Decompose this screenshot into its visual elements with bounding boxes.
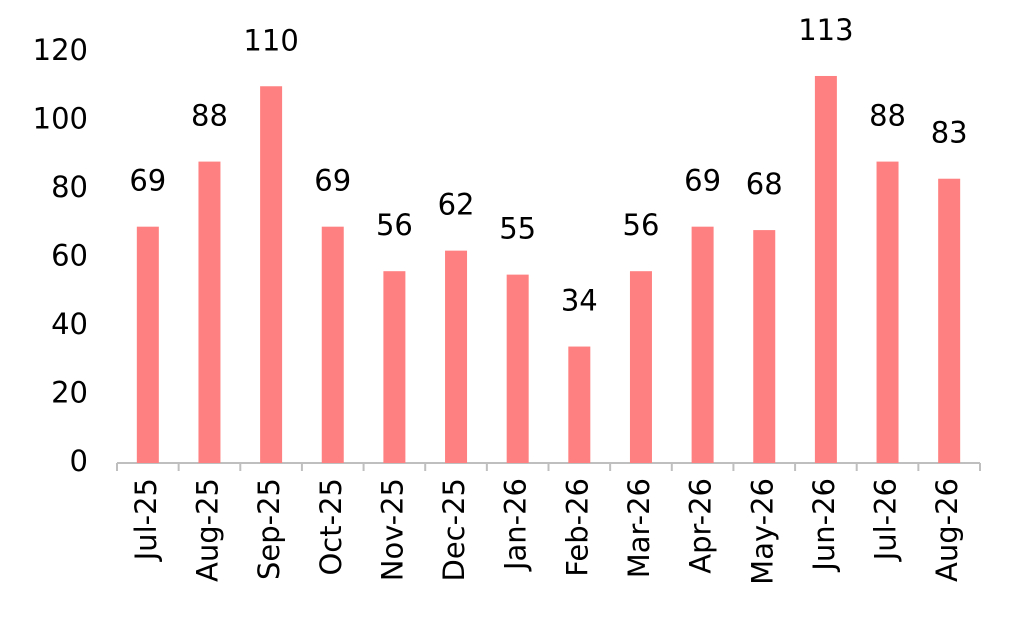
bar — [198, 161, 221, 463]
bar — [753, 230, 776, 463]
data-label: 69 — [684, 164, 721, 198]
x-tick-label: Dec-25 — [437, 478, 471, 581]
bar — [691, 226, 714, 463]
data-label: 55 — [499, 212, 536, 246]
y-tick-label: 100 — [33, 102, 88, 136]
x-tick-label: Aug-26 — [930, 478, 964, 582]
bar — [629, 271, 652, 463]
data-label: 113 — [798, 13, 853, 47]
x-tick-label: Jan-26 — [499, 478, 533, 572]
y-tick-label: 120 — [33, 33, 88, 67]
bar — [321, 226, 344, 463]
data-label: 110 — [243, 23, 298, 57]
x-tick-label: Jun-26 — [807, 478, 841, 573]
bar — [506, 274, 529, 463]
x-tick-label: Oct-25 — [314, 478, 348, 576]
x-tick-label: May-26 — [745, 478, 779, 585]
y-tick-label: 20 — [51, 376, 88, 410]
bar — [136, 226, 159, 463]
x-tick-label: Feb-26 — [560, 478, 594, 577]
y-tick-label: 80 — [51, 170, 88, 204]
data-label: 68 — [746, 167, 783, 201]
bar — [568, 346, 591, 463]
x-tick-label: Aug-25 — [190, 478, 224, 582]
data-label: 88 — [191, 99, 228, 133]
data-label: 62 — [438, 188, 475, 222]
x-tick-label: Apr-26 — [684, 478, 718, 574]
x-tick-label: Jul-25 — [129, 478, 163, 562]
bar — [260, 86, 283, 463]
y-tick-label: 0 — [70, 444, 88, 478]
data-label: 56 — [376, 208, 413, 242]
x-tick-label: Mar-26 — [622, 478, 656, 578]
data-label: 56 — [623, 208, 660, 242]
y-tick-label: 60 — [51, 239, 88, 273]
bar — [938, 178, 961, 463]
x-tick-label: Jul-26 — [869, 478, 903, 562]
data-label: 88 — [869, 99, 906, 133]
x-tick-label: Sep-25 — [252, 478, 286, 580]
x-tick-label: Nov-25 — [375, 478, 409, 581]
data-label: 34 — [561, 284, 598, 318]
data-label: 69 — [314, 164, 351, 198]
bar — [383, 271, 406, 463]
bar — [876, 161, 899, 463]
bar — [814, 75, 837, 463]
bar — [445, 250, 468, 463]
data-label: 69 — [129, 164, 166, 198]
y-tick-label: 40 — [51, 307, 88, 341]
data-label: 83 — [931, 116, 968, 150]
